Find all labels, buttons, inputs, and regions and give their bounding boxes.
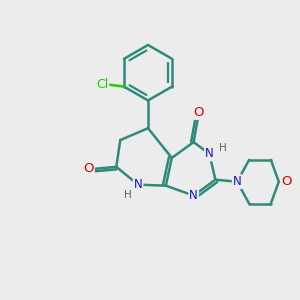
Text: N: N	[134, 178, 142, 191]
Text: H: H	[219, 143, 227, 153]
Text: N: N	[205, 148, 214, 160]
Text: H: H	[124, 190, 132, 200]
Text: N: N	[189, 189, 198, 202]
Text: Cl: Cl	[96, 78, 108, 91]
Text: O: O	[281, 175, 292, 188]
Text: O: O	[83, 162, 94, 175]
Text: N: N	[233, 175, 242, 188]
Text: O: O	[193, 106, 204, 119]
